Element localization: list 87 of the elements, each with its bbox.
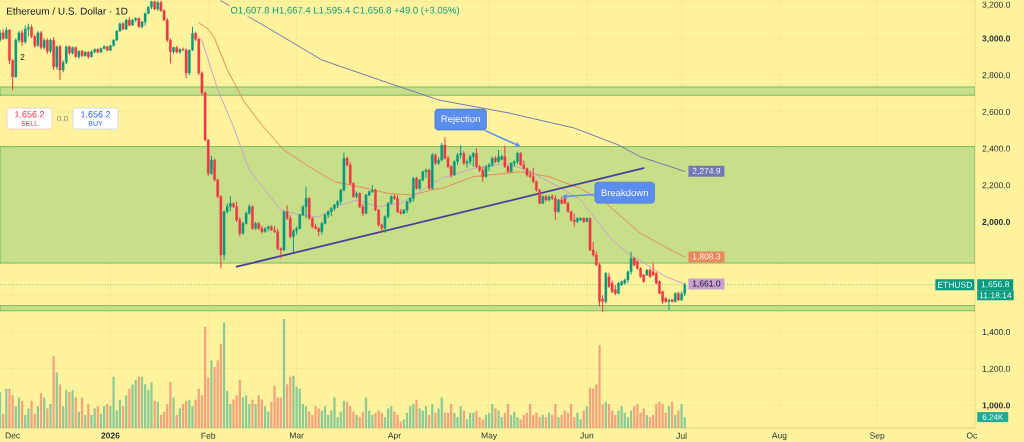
bar: [172, 397, 175, 428]
y-tick-label: 2,400.0: [982, 145, 1011, 153]
bar: [128, 388, 131, 428]
bar: [121, 406, 125, 428]
y-tick-label: 3,200.0: [982, 1, 1011, 9]
x-tick-label: May: [481, 432, 498, 441]
bar: [210, 360, 213, 428]
y-tick-label: 3,000.0: [982, 35, 1011, 43]
y-tick-label: 1,000.0: [982, 402, 1011, 410]
data-label: 1,661.0: [692, 280, 721, 288]
bar: [254, 404, 257, 428]
ref-line-label: 1,656.8: [981, 281, 1010, 289]
bar: [263, 406, 267, 428]
y-tick-label: 2,800.0: [982, 72, 1011, 80]
bar: [36, 406, 39, 428]
candlestick: [465, 158, 469, 169]
annotation: 1,656.2: [15, 111, 45, 119]
bar: [131, 384, 134, 428]
x-tick-label: Jul: [676, 432, 687, 439]
bar: [112, 376, 115, 428]
bar: [620, 406, 623, 428]
candlestick: [475, 147, 478, 169]
bar: [396, 414, 399, 428]
text: 6.24K: [982, 414, 1004, 420]
bar: [680, 404, 683, 428]
bar: [633, 406, 636, 428]
bar: [43, 397, 46, 428]
annotation: Breakdown: [601, 189, 648, 197]
x-tick-label: Mar: [289, 432, 304, 439]
y-tick-label: 2,000.0: [982, 218, 1011, 227]
x-tick-label: Oc: [966, 432, 978, 439]
x-tick-label: Apr: [387, 432, 401, 441]
bar: [636, 404, 639, 428]
bar: [273, 385, 276, 428]
x-tick-label: Jun: [580, 432, 594, 439]
bar: [481, 419, 484, 428]
bar: [74, 397, 77, 428]
bar: [49, 404, 52, 428]
bar: [393, 411, 396, 428]
bar: [598, 345, 601, 428]
bar: [434, 412, 437, 428]
bar: [30, 400, 33, 428]
bar: [169, 382, 172, 428]
y-tick-label: 1,400.0: [982, 329, 1011, 337]
bar: [241, 397, 245, 428]
bar: [440, 397, 443, 428]
text: O1,607.8 H1,667.4 L1,595.4 C1,656.8 +49.0 (+3.05%): [230, 6, 460, 16]
bar: [80, 397, 84, 428]
annotation: 0.0: [57, 115, 68, 122]
annotation: 2: [20, 54, 25, 60]
candlestick: [210, 155, 213, 176]
line-series: [198, 22, 686, 258]
bar: [661, 404, 664, 428]
bar: [453, 412, 456, 428]
bar: [415, 399, 418, 428]
bar: [102, 406, 106, 428]
annotation: Rejection: [441, 115, 480, 124]
candlestick: [292, 228, 295, 253]
x-tick-label: Dec: [5, 432, 20, 439]
x-tick-label: 2026: [101, 432, 120, 439]
bar: [150, 382, 153, 428]
bar: [677, 410, 680, 428]
bar: [279, 397, 282, 428]
bar: [576, 412, 579, 428]
bar: [617, 410, 620, 428]
y-tick-label: 2,600.0: [982, 108, 1011, 116]
line-series: [220, 0, 686, 172]
text: 11:18:14: [979, 292, 1012, 299]
bar: [251, 399, 254, 428]
annotation: 1,656.2: [81, 111, 111, 119]
bar: [364, 397, 368, 428]
y-tick-label: 1,200.0: [982, 365, 1011, 373]
bar: [27, 408, 30, 428]
data-label: 1,808.3: [692, 253, 721, 261]
bar: [232, 399, 235, 428]
x-tick-label: Aug: [771, 432, 787, 441]
x-tick-label: Feb: [201, 432, 216, 439]
x-tick-label: Sep: [870, 432, 885, 441]
bar: [459, 406, 462, 428]
y-tick-label: 2,200.0: [982, 182, 1011, 190]
data-label: 2,274.9: [692, 167, 721, 175]
candlestick: [251, 204, 254, 231]
text: Ethereum / U.S. Dollar · 1D: [7, 7, 128, 15]
bar: [349, 406, 352, 428]
candlestick: [424, 168, 428, 179]
bar: [333, 397, 336, 428]
annotation: ETHUSD: [938, 281, 972, 288]
